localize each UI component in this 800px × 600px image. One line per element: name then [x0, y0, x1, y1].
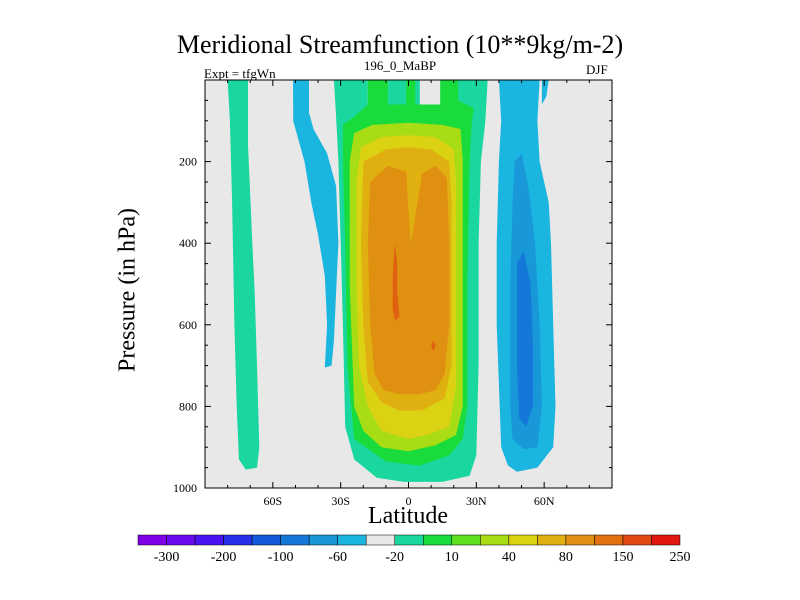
colorbar-swatch	[308, 534, 338, 546]
contour-top-left-lightblue	[293, 80, 296, 101]
x-tick-label: 60S	[263, 494, 282, 508]
colorbar-swatch	[194, 534, 224, 546]
colorbar: -300 -200 -100 -60 -20 10 40 80 150 250	[137, 534, 691, 565]
colorbar-swatch	[251, 534, 281, 546]
colorbar-swatch	[394, 534, 424, 546]
colorbar-label: 250	[670, 550, 691, 565]
colorbar-swatch	[537, 534, 567, 546]
colorbar-swatch	[280, 534, 310, 546]
colorbar-swatch	[166, 534, 196, 546]
colorbar-swatch	[365, 534, 395, 546]
colorbar-swatch	[651, 534, 681, 546]
colorbar-swatch	[594, 534, 624, 546]
x-tick-label: 60N	[534, 494, 555, 508]
colorbar-swatch	[337, 534, 367, 546]
colorbar-label: 80	[559, 550, 573, 565]
contour-top-right-20	[541, 80, 549, 105]
x-tick-label: 0	[406, 494, 412, 508]
colorbar-label: -100	[268, 550, 294, 565]
season-label: DJF	[586, 62, 608, 77]
colorbar-label: -200	[211, 550, 237, 565]
colorbar-label: 40	[502, 550, 516, 565]
colorbar-swatch	[565, 534, 595, 546]
colorbar-swatch	[423, 534, 453, 546]
chart-title: Meridional Streamfunction (10**9kg/m-2)	[176, 30, 624, 59]
colorbar-swatch	[480, 534, 510, 546]
plot-area	[205, 80, 612, 488]
x-tick-label: 30S	[331, 494, 350, 508]
colorbar-swatch	[508, 534, 538, 546]
colorbar-label: 10	[445, 550, 459, 565]
y-tick-label: 200	[179, 155, 197, 169]
colorbar-swatch	[451, 534, 481, 546]
colorbar-label: -20	[385, 550, 404, 565]
contour-sh-outer-cell	[227, 80, 260, 470]
y-tick-label: 400	[179, 236, 197, 250]
contour-hadley-max	[392, 243, 400, 321]
contour-nh-negative-100	[517, 251, 533, 427]
axes: 60S 30S 0 30N 60N 200 400 600 800 1000	[173, 79, 613, 508]
y-tick-label: 600	[179, 318, 197, 332]
colorbar-label: 150	[612, 550, 633, 565]
contour-hadley-250	[367, 165, 450, 395]
y-tick-label: 800	[179, 399, 197, 413]
colorbar-swatch	[622, 534, 652, 546]
colorbar-label: -60	[328, 550, 347, 565]
colorbar-swatch	[223, 534, 253, 546]
contour-hadley-max-2	[431, 341, 436, 352]
colorbar-label: -300	[154, 550, 180, 565]
colorbar-swatch	[137, 534, 167, 546]
y-tick-label: 1000	[173, 481, 197, 495]
x-axis-label: Latitude	[368, 503, 448, 529]
experiment-label: Expt = tfgWn	[204, 66, 276, 81]
x-tick-label: 30N	[466, 494, 487, 508]
contour-sh-negative-cell	[293, 80, 339, 368]
time-label: 196_0_MaBP	[363, 58, 437, 73]
